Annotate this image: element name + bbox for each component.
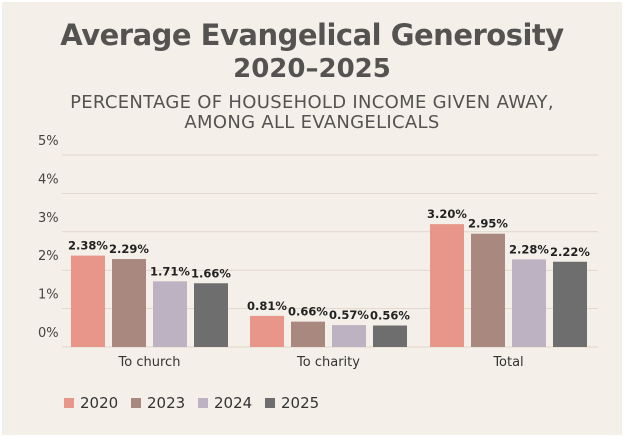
data-label: 2.29% [109,242,149,256]
bar-2025-to-church [194,283,228,347]
legend-label-2024: 2024 [214,394,252,412]
bar-2023-to-charity [291,321,325,347]
y-tick-label: 1% [38,288,59,303]
y-tick-label: 4% [38,172,59,187]
data-label: 0.66% [288,305,328,319]
y-tick-label: 2% [38,249,59,264]
bar-2024-to-church [153,281,187,347]
legend-swatch-2020 [64,398,74,408]
bar-2020-to-charity [250,315,284,347]
bar-2025-to-charity [373,325,407,347]
data-label: 2.95% [468,217,508,231]
y-tick-label: 0% [38,326,59,341]
bar-2023-total [471,233,505,347]
legend-swatch-2025 [265,398,275,408]
data-label: 1.71% [150,264,190,278]
legend-swatch-2024 [198,398,208,408]
bar-2020-to-church [71,255,105,347]
legend-label-2023: 2023 [147,394,185,412]
chart-title-years: 2020–2025 [233,54,391,84]
chart-subtitle-line1: PERCENTAGE OF HOUSEHOLD INCOME GIVEN AWA… [70,92,554,113]
legend-swatch-2023 [131,398,141,408]
x-category-label: To charity [296,355,360,370]
data-label: 2.28% [509,242,549,256]
bar-2023-to-church [112,259,146,347]
y-tick-label: 5% [38,134,59,149]
data-label: 3.20% [427,207,467,221]
data-label: 1.66% [191,266,231,280]
y-tick-label: 3% [38,211,59,226]
x-category-label: Total [492,355,523,370]
bar-2024-total [512,259,546,347]
x-category-label: To church [118,355,181,370]
bar-2020-total [430,224,464,347]
bar-2025-total [553,261,587,347]
data-label: 2.38% [68,239,108,253]
chart-title: Average Evangelical Generosity [60,18,564,52]
data-label: 2.22% [550,245,590,259]
legend-label-2025: 2025 [281,394,319,412]
chart-subtitle-line2: AMONG ALL EVANGELICALS [184,112,440,133]
data-label: 0.81% [247,299,287,313]
data-label: 0.56% [370,308,410,322]
data-label: 0.57% [329,308,369,322]
bar-2024-to-charity [332,325,366,347]
legend-label-2020: 2020 [80,394,118,412]
